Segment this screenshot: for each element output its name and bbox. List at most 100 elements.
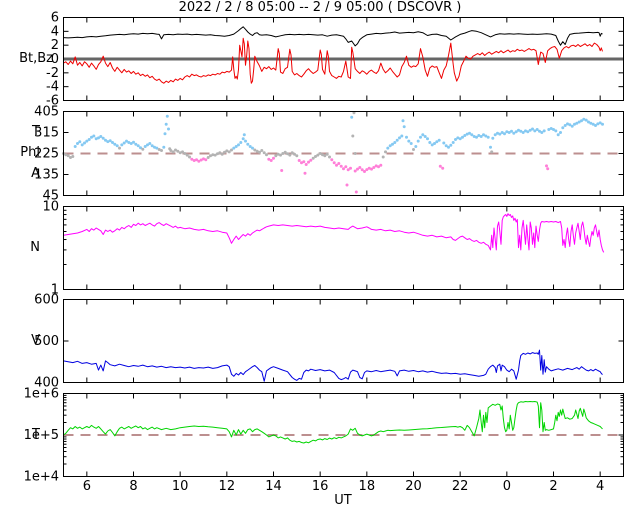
scatter-dot-mixed-gray	[384, 150, 387, 154]
ylabel-phi-t: T	[32, 124, 40, 139]
scatter-dot-away-blue	[505, 130, 509, 134]
scatter-dot-mixed-gray	[412, 148, 415, 151]
series-Bt	[63, 26, 603, 47]
scatter-dot-away-blue	[241, 137, 245, 141]
x-tick-label: 20	[405, 479, 422, 494]
scatter-dot-toward-pink	[365, 168, 369, 172]
scatter-dot-mixed-gray	[283, 150, 287, 154]
x-tick-label: 22	[452, 479, 469, 494]
scatter-dot-away-blue	[512, 131, 516, 135]
scatter-dot-away-blue	[393, 141, 397, 144]
scatter-dot-away-blue	[484, 134, 488, 138]
scatter-dot-mixed-gray	[293, 152, 296, 156]
scatter-dot-away-blue	[73, 145, 77, 148]
scatter-dot-toward-pink	[360, 168, 364, 172]
scatter-dot-toward-pink	[349, 166, 352, 170]
scatter-dot-away-blue	[533, 129, 537, 133]
scatter-dot-toward-pink	[339, 164, 343, 168]
y-tick-label: 10	[42, 200, 59, 215]
scatter-dot-away-blue	[538, 129, 541, 133]
scatter-dot-away-blue	[526, 130, 530, 134]
scatter-dot-mixed-gray	[265, 153, 268, 157]
scatter-dot-mixed-gray	[353, 152, 357, 155]
y-tick-label: -2	[46, 66, 59, 81]
scatter-dot-away-blue	[242, 133, 246, 137]
scatter-dot-away-blue	[482, 133, 485, 137]
ylabel-phi-a: A	[31, 166, 40, 181]
scatter-dot-toward-pink	[372, 166, 376, 169]
scatter-dot-away-blue	[106, 140, 110, 144]
scatter-dot-away-blue	[489, 145, 492, 149]
scatter-dot-away-blue	[433, 142, 436, 145]
scatter-dot-away-blue	[575, 121, 579, 125]
scatter-dot-away-blue	[419, 135, 422, 139]
scatter-dot-toward-pink	[297, 159, 301, 162]
scatter-dot-away-blue	[486, 135, 490, 139]
scatter-dot-away-blue	[568, 123, 572, 127]
scatter-dot-away-blue	[132, 140, 135, 144]
scatter-dot-away-blue	[493, 133, 497, 137]
scatter-dot-toward-pink	[374, 164, 378, 168]
scatter-dot-away-blue	[549, 127, 553, 130]
scatter-dot-toward-pink	[307, 160, 310, 164]
scatter-dot-toward-pink	[346, 168, 350, 172]
scatter-dot-away-blue	[566, 122, 569, 126]
scatter-dot-toward-pink	[204, 158, 208, 162]
scatter-dot-toward-pink	[192, 159, 196, 162]
scatter-dot-away-blue	[104, 138, 107, 142]
scatter-dot-mixed-gray	[223, 150, 226, 154]
scatter-dot-away-blue	[111, 141, 114, 144]
scatter-dot-away-blue	[552, 128, 555, 131]
series-V	[63, 349, 603, 382]
scatter-dot-toward-pink	[545, 164, 548, 168]
scatter-dot-away-blue	[409, 142, 413, 145]
scatter-dot-toward-pink	[353, 169, 357, 173]
scatter-dot-away-blue	[134, 142, 138, 146]
scatter-dot-away-blue	[248, 145, 252, 148]
y-tick-label: 600	[34, 293, 59, 308]
scatter-dot-mixed-gray	[351, 134, 355, 138]
scatter-dot-away-blue	[87, 138, 91, 141]
scatter-dot-mixed-gray	[253, 148, 257, 152]
scatter-dot-away-blue	[514, 130, 518, 134]
scatter-dot-away-blue	[78, 140, 82, 144]
scatter-dot-away-blue	[167, 127, 170, 131]
scatter-dot-toward-pink	[302, 160, 306, 164]
scatter-dot-away-blue	[386, 146, 390, 150]
scatter-dot-toward-pink	[332, 161, 336, 165]
scatter-dot-away-blue	[563, 124, 567, 127]
scatter-dot-away-blue	[463, 134, 467, 137]
scatter-dot-mixed-gray	[216, 152, 219, 156]
scatter-dot-mixed-gray	[262, 151, 266, 155]
scatter-dot-away-blue	[127, 141, 131, 144]
series-N	[63, 213, 605, 253]
scatter-dot-away-blue	[113, 142, 117, 146]
scatter-dot-toward-pink	[358, 166, 362, 169]
scatter-dot-away-blue	[524, 129, 527, 133]
scatter-dot-away-blue	[456, 136, 460, 140]
ylabel-phi: Phi	[20, 145, 40, 160]
scatter-dot-mixed-gray	[381, 155, 385, 159]
scatter-dot-away-blue	[458, 137, 462, 141]
scatter-dot-away-blue	[503, 132, 506, 136]
scatter-dot-mixed-gray	[188, 155, 191, 159]
scatter-dot-away-blue	[421, 133, 425, 137]
scatter-dot-mixed-gray	[227, 150, 231, 154]
scatter-dot-toward-pink	[267, 157, 271, 161]
scatter-dot-toward-pink	[199, 158, 203, 162]
scatter-dot-toward-pink	[345, 183, 349, 187]
scatter-dot-mixed-gray	[321, 153, 324, 157]
scatter-dot-toward-pink	[344, 165, 348, 169]
x-tick-label: 12	[219, 479, 236, 494]
scatter-dot-mixed-gray	[328, 155, 331, 159]
scatter-dot-away-blue	[570, 124, 574, 128]
scatter-dot-mixed-gray	[258, 150, 261, 154]
scatter-dot-away-blue	[426, 137, 429, 141]
scatter-dot-away-blue	[589, 121, 593, 125]
scatter-dot-mixed-gray	[274, 154, 278, 158]
ylabel-bt-bz: Bt,Bz	[19, 51, 53, 66]
scatter-dot-mixed-gray	[490, 150, 494, 154]
y-tick-label: 6	[51, 11, 59, 26]
y-tick-label: 1e+5	[24, 428, 59, 443]
